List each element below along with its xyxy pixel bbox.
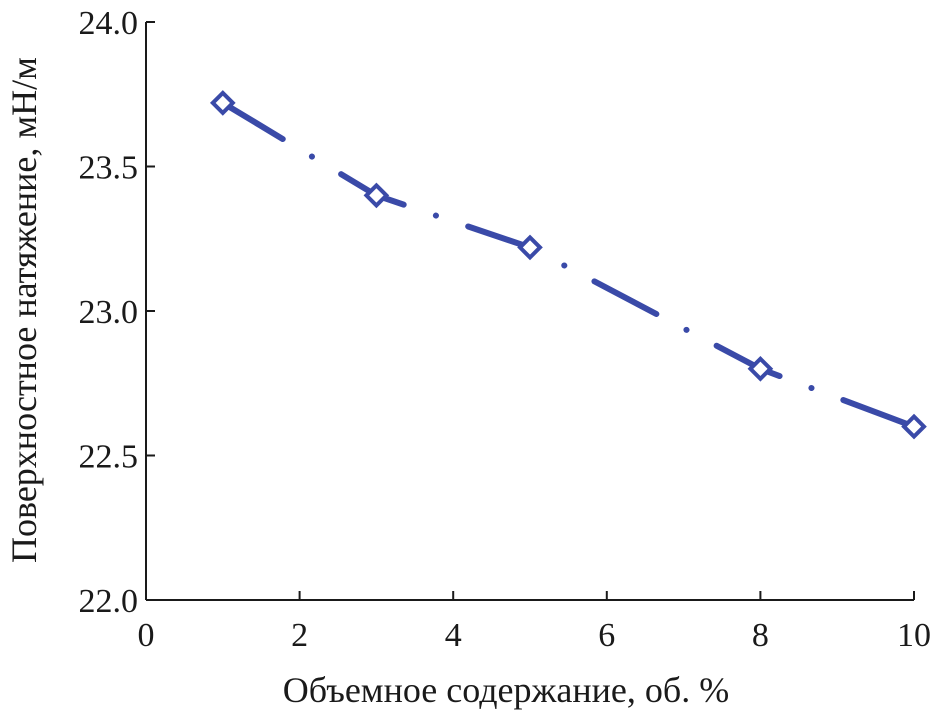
axes (145, 22, 914, 601)
y-tick-label: 22.0 (79, 583, 139, 620)
data-point-marker (517, 234, 543, 261)
y-tick-label: 24.0 (79, 5, 139, 42)
x-tick-label: 6 (598, 617, 615, 654)
data-point-marker (363, 182, 390, 209)
data-point-marker (747, 355, 774, 382)
data-point-marker (901, 413, 927, 440)
y-tick-label: 23.5 (79, 150, 139, 187)
y-tick-label: 23.0 (79, 294, 139, 331)
x-tick-label: 8 (752, 617, 769, 654)
x-tick-label: 2 (291, 617, 308, 654)
x-axis-title: Объемное содержание, об. % (283, 670, 729, 710)
x-tick-label: 4 (445, 617, 462, 654)
x-tick-label: 0 (138, 617, 155, 654)
ticks-layer: 0 2 4 6 8 10 22.0 22.5 23.0 23.5 24.0 (79, 5, 932, 654)
x-tick-label: 10 (897, 617, 931, 654)
y-tick-label: 22.5 (79, 439, 139, 476)
y-axis-title: Поверхностное натяжение, мН/м (4, 57, 44, 563)
series-line (219, 99, 917, 430)
series-layer (209, 90, 927, 440)
data-point-marker (209, 90, 236, 116)
